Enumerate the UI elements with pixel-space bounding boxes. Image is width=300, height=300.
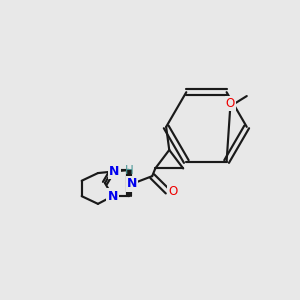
Text: N: N bbox=[127, 177, 137, 190]
Text: N: N bbox=[109, 165, 119, 178]
Text: N: N bbox=[107, 190, 118, 203]
Text: O: O bbox=[169, 185, 178, 198]
Text: O: O bbox=[226, 97, 235, 110]
Text: H: H bbox=[124, 164, 133, 177]
